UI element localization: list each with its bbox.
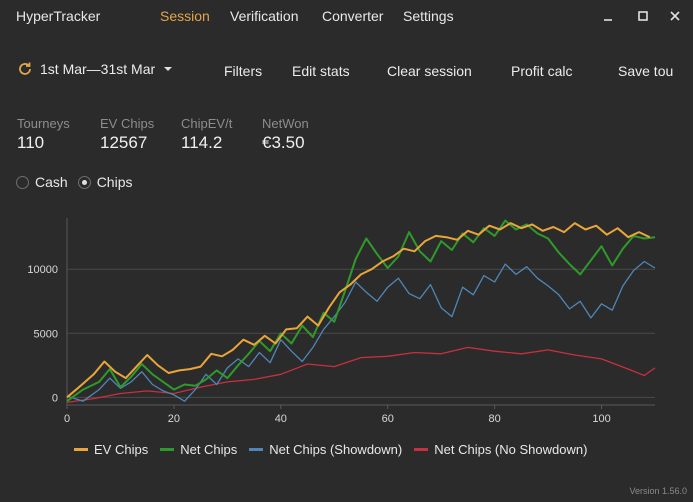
- x-tick-label: 40: [275, 413, 287, 425]
- y-tick-label: 10000: [27, 264, 58, 276]
- radio-label: Cash: [35, 174, 68, 190]
- minimize-icon[interactable]: [598, 6, 618, 26]
- net-chips-no-showdown-line: [66, 346, 656, 404]
- maximize-icon[interactable]: [633, 6, 653, 26]
- chart-legend: EV Chips Net Chips Net Chips (Showdown) …: [74, 442, 599, 457]
- version-label: Version 1.56.0: [629, 486, 687, 496]
- tab-session[interactable]: Session: [160, 8, 210, 24]
- stat-value: 12567: [100, 133, 148, 152]
- y-tick-label: 0: [52, 392, 58, 404]
- legend-swatch: [249, 448, 264, 451]
- app-title: HyperTracker: [16, 8, 101, 24]
- save-tourneys-button[interactable]: Save tou: [618, 63, 674, 79]
- tab-settings[interactable]: Settings: [403, 8, 454, 24]
- legend-label: Net Chips (Showdown): [269, 442, 403, 457]
- radio-circle[interactable]: [16, 175, 29, 189]
- radio-circle[interactable]: [77, 175, 91, 189]
- title-bar: HyperTracker Session Verification Conver…: [0, 0, 693, 32]
- legend-label: Net Chips: [180, 442, 238, 457]
- close-icon[interactable]: [665, 6, 685, 26]
- date-range-selector[interactable]: 1st Mar—31st Mar: [16, 60, 173, 78]
- legend-ev-chips[interactable]: EV Chips: [74, 442, 148, 457]
- legend-swatch: [414, 448, 429, 451]
- session-toolbar: 1st Mar—31st Mar Filters Edit stats Clea…: [0, 52, 693, 88]
- stat-label: EV Chips: [100, 116, 155, 131]
- x-tick-label: 80: [489, 413, 501, 425]
- filters-button[interactable]: Filters: [224, 63, 263, 79]
- radio-cash[interactable]: Cash: [16, 174, 68, 190]
- legend-label: Net Chips (No Showdown): [434, 442, 588, 457]
- net-chips-showdown-line: [66, 260, 656, 402]
- legend-net-chips-no-showdown[interactable]: Net Chips (No Showdown): [414, 442, 587, 457]
- x-tick-label: 20: [168, 413, 180, 425]
- stat-label: NetWon: [262, 116, 309, 131]
- stat-ev-chips: EV Chips 12567: [100, 116, 154, 153]
- legend-label: EV Chips: [94, 442, 149, 457]
- tab-verification[interactable]: Verification: [230, 8, 299, 24]
- chips-chart: 0 5000 10000 0 20 40 60 80 100: [27, 218, 656, 425]
- stat-label: Tourneys: [17, 116, 70, 131]
- date-range-label: 1st Mar—31st Mar: [40, 61, 156, 77]
- chevron-down-icon: [164, 67, 173, 71]
- radio-chips[interactable]: Chips: [77, 174, 133, 190]
- x-tick-label: 100: [592, 413, 610, 425]
- clear-session-button[interactable]: Clear session: [387, 63, 472, 79]
- stat-value: 110: [17, 133, 45, 152]
- refresh-icon[interactable]: [16, 60, 34, 78]
- legend-swatch: [74, 448, 88, 451]
- legend-net-chips[interactable]: Net Chips: [160, 442, 237, 457]
- radio-label: Chips: [96, 174, 133, 190]
- stat-tourneys: Tourneys 110: [17, 116, 70, 153]
- edit-stats-button[interactable]: Edit stats: [292, 63, 350, 79]
- mode-radio-group: Cash Chips: [16, 174, 142, 190]
- stat-value: €3.50: [262, 133, 305, 152]
- tab-converter[interactable]: Converter: [322, 8, 384, 24]
- net-chips-line: [66, 219, 656, 403]
- stat-netwon: NetWon €3.50: [262, 116, 309, 153]
- legend-swatch: [160, 448, 175, 451]
- ev-chips-line: [66, 222, 651, 399]
- stat-label: ChipEV/t: [181, 116, 233, 131]
- x-tick-label: 0: [64, 413, 70, 425]
- stat-value: 114.2: [181, 133, 223, 152]
- profit-calc-button[interactable]: Profit calc: [511, 63, 573, 79]
- legend-net-chips-showdown[interactable]: Net Chips (Showdown): [249, 442, 402, 457]
- x-tick-label: 60: [382, 413, 394, 425]
- stat-chipev-per-tourney: ChipEV/t 114.2: [181, 116, 232, 153]
- y-tick-label: 5000: [34, 328, 58, 340]
